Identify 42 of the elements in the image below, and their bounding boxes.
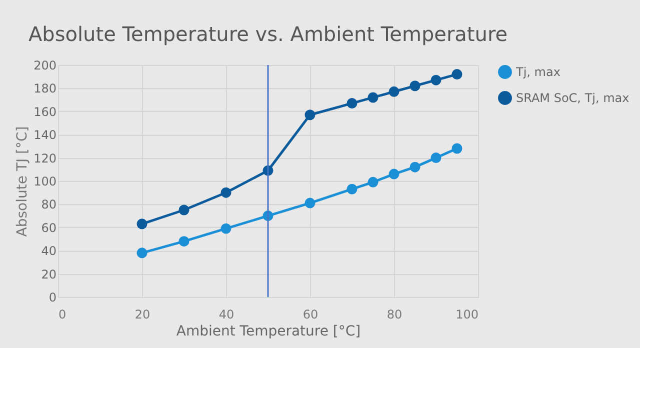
point <box>136 248 148 258</box>
legend-label: SRAM SoC, Tj, max <box>516 91 630 105</box>
x-tick-label: 100 <box>456 308 478 322</box>
point <box>178 204 190 216</box>
point <box>388 168 400 180</box>
point <box>220 187 232 198</box>
x-axis-title: Ambient Temperature [°C] <box>176 324 361 340</box>
point <box>368 92 378 103</box>
point <box>178 236 190 247</box>
y-tick-label: 160 <box>34 104 56 119</box>
y-tick-label: 140 <box>34 128 56 142</box>
point <box>368 176 378 188</box>
legend-label: Tj, max <box>515 65 560 79</box>
chart-title: Absolute Temperature vs. Ambient Temperature <box>28 22 508 46</box>
point <box>346 184 358 194</box>
point <box>388 86 400 97</box>
y-tick-label: 20 <box>41 267 56 282</box>
point <box>304 110 316 120</box>
point <box>136 218 148 230</box>
y-tick-label: 60 <box>41 220 56 235</box>
y-axis-title: Absolute TJ [°C] <box>14 126 31 237</box>
x-tick-label: 0 <box>58 308 66 322</box>
x-tick-label: 20 <box>134 308 150 322</box>
x-tick-label: 60 <box>302 308 318 322</box>
x-tick-label: 80 <box>386 308 402 322</box>
y-tick-label: 100 <box>34 174 56 188</box>
y-tick-label: 40 <box>41 244 56 258</box>
y-tick-label: 0 <box>48 290 56 304</box>
point <box>452 143 462 154</box>
point <box>410 162 420 172</box>
point <box>430 74 442 86</box>
point <box>430 152 442 164</box>
x-tick-label: 40 <box>218 308 234 322</box>
point <box>304 198 316 208</box>
y-tick-label: 180 <box>34 82 56 96</box>
point <box>346 98 358 109</box>
point <box>410 80 420 92</box>
y-tick-label: 200 <box>34 58 56 72</box>
point <box>220 223 232 234</box>
y-tick-label: 80 <box>41 198 56 212</box>
y-tick-label: 120 <box>34 151 56 166</box>
point <box>452 69 462 80</box>
